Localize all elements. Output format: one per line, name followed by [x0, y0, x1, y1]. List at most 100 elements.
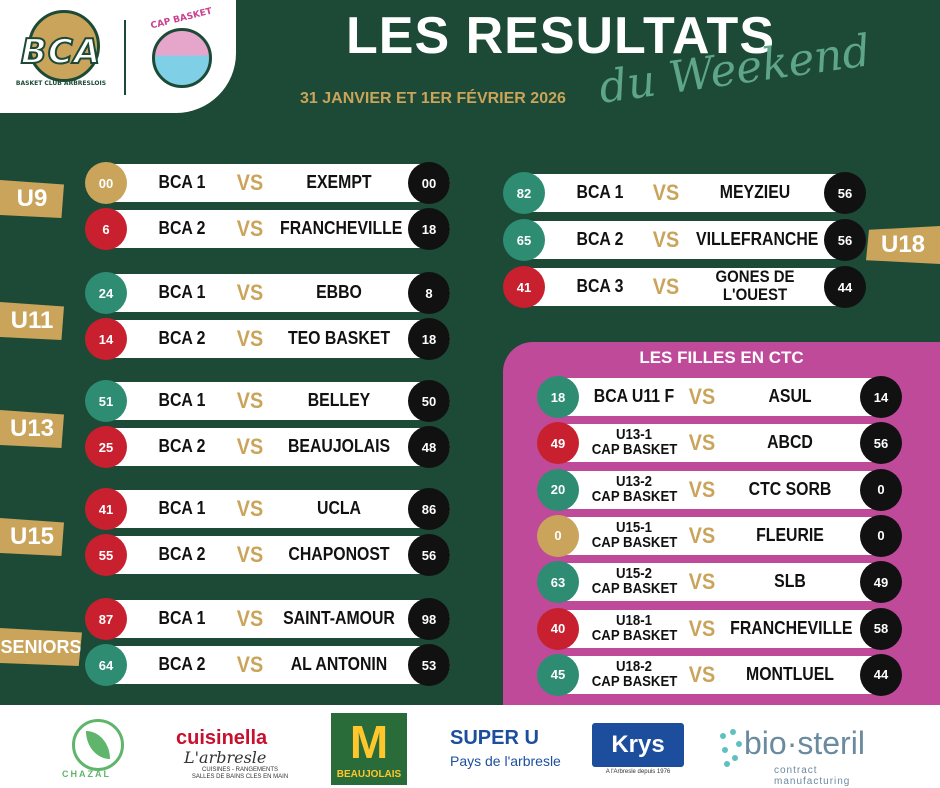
weekend-date: 31 JANVIER ET 1ER FÉVRIER 2026	[300, 90, 566, 107]
away-score: 8	[408, 272, 450, 314]
home-team: BCA 2	[158, 328, 206, 348]
match-row	[86, 164, 450, 202]
cap-basket-logo: CAP BASKET	[140, 7, 220, 99]
away-team: MONTLUEL	[746, 663, 834, 684]
dots-icon	[718, 729, 744, 769]
vs-label: VS	[236, 652, 264, 677]
away-score: 00	[408, 162, 450, 204]
match-row	[504, 268, 864, 306]
away-score: 18	[408, 318, 450, 360]
match-row	[86, 646, 450, 684]
krys-name: Krys	[611, 731, 665, 758]
basketball-icon	[28, 10, 100, 82]
away-team-line2: L'OUEST	[722, 285, 788, 304]
away-team: SLB	[774, 571, 806, 592]
vs-label: VS	[652, 274, 680, 299]
category-tag-u11: U11	[0, 302, 64, 340]
home-team: BCA 2	[158, 654, 206, 674]
krys-subtitle: A l'Arbresle depuis 1976	[605, 769, 671, 775]
away-score: 86	[408, 488, 450, 530]
away-team: AL ANTONIN	[290, 654, 388, 674]
home-team: BCA 1	[158, 172, 206, 192]
filles-panel-title: LES FILLES EN CTC	[639, 348, 804, 367]
home-team-line1: U15-2	[616, 565, 652, 583]
mcdonalds-label: BEAUJOLAIS	[336, 769, 402, 780]
bio-steril-subtitle: contract manufacturing	[774, 765, 851, 787]
home-team-line1: U18-1	[616, 611, 652, 629]
bca-logo-text: BCA	[20, 31, 102, 73]
home-score: 45	[537, 653, 579, 696]
logo-panel: BCA BASKET CLUB ARBRESLOIS CAP BASKET	[0, 0, 236, 113]
home-team-line2: CAP BASKET	[591, 441, 678, 459]
match-row	[538, 378, 900, 416]
chazal-logo: CHAZAL	[58, 711, 138, 783]
category-tag-u13: U13	[0, 410, 64, 448]
away-team: MEYZIEU	[719, 182, 791, 202]
vs-label: VS	[688, 430, 716, 456]
vs-label: VS	[236, 388, 264, 413]
logo-divider	[124, 20, 126, 95]
away-team: TEO BASKET	[287, 328, 391, 348]
away-team: ASUL	[768, 386, 812, 406]
home-score: 63	[537, 561, 579, 604]
match-row	[538, 470, 900, 509]
away-score: 50	[408, 380, 450, 422]
vs-label: VS	[688, 476, 716, 502]
home-score: 41	[503, 266, 545, 308]
vs-label: VS	[688, 661, 716, 687]
match-row	[86, 274, 450, 312]
category-tag-u9: U9	[0, 180, 64, 218]
match-row	[504, 174, 864, 212]
home-team-line1: U15-1	[616, 518, 652, 536]
away-score: 48	[408, 426, 450, 468]
vs-label: VS	[236, 434, 264, 459]
away-score: 53	[408, 644, 450, 686]
away-team: EXEMPT	[306, 172, 372, 192]
match-row	[86, 320, 450, 358]
away-score: 44	[824, 266, 866, 308]
vs-label: VS	[688, 615, 716, 641]
cuisinella-logo: cuisinella L'arbresle CUISINES - RANGEME…	[170, 711, 294, 785]
home-score: 00	[85, 162, 127, 204]
away-team: FLEURIE	[756, 524, 824, 545]
away-score: 44	[860, 653, 902, 696]
vs-label: VS	[688, 569, 716, 595]
match-row	[538, 516, 900, 555]
home-team-line2: CAP BASKET	[591, 580, 678, 598]
home-score: 25	[85, 426, 127, 468]
cuisinella-tagline: CUISINES - RANGEMENTS SALLES DE BAINS CL…	[191, 767, 289, 780]
home-score: 65	[503, 219, 545, 261]
chazal-logo-text: CHAZAL	[62, 769, 111, 779]
match-row	[86, 382, 450, 420]
match-row	[86, 428, 450, 466]
home-team: BCA U11 F	[593, 386, 675, 406]
home-team-line2: CAP BASKET	[591, 533, 678, 551]
match-row	[504, 221, 864, 259]
category-tag-u15: U15	[0, 518, 64, 556]
away-team: CTC SORB	[748, 478, 832, 499]
away-team: BEAUJOLAIS	[287, 436, 391, 456]
match-row	[86, 600, 450, 638]
home-team-line1: U13-2	[616, 472, 652, 490]
vs-label: VS	[236, 606, 264, 631]
match-row	[538, 655, 900, 694]
match-row	[86, 490, 450, 528]
home-team-line2: CAP BASKET	[591, 626, 678, 644]
home-team: BCA 2	[158, 544, 206, 564]
home-score: 14	[85, 318, 127, 360]
home-score: 51	[85, 380, 127, 422]
home-score: 41	[85, 488, 127, 530]
away-score: 49	[860, 561, 902, 604]
away-team: CHAPONOST	[288, 544, 390, 564]
krys-logo: Krys A l'Arbresle depuis 1976	[592, 723, 684, 779]
away-team: VILLEFRANCHE	[696, 229, 819, 249]
match-row	[86, 536, 450, 574]
home-score: 20	[537, 468, 579, 511]
home-team: BCA 2	[158, 218, 206, 238]
vs-label: VS	[236, 280, 264, 305]
home-team: BCA 2	[576, 229, 624, 249]
home-team: BCA 2	[158, 436, 206, 456]
cap-basketball-icon	[152, 28, 212, 88]
away-team: SAINT-AMOUR	[283, 608, 395, 628]
away-team-line1: GONES DE	[715, 267, 795, 286]
